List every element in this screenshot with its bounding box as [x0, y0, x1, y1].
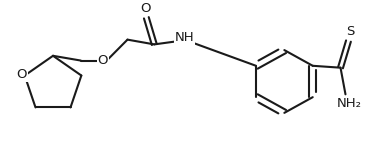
Text: S: S	[346, 25, 354, 38]
Text: NH₂: NH₂	[337, 97, 362, 110]
Text: O: O	[140, 2, 151, 15]
Text: O: O	[98, 54, 108, 67]
Text: NH: NH	[174, 31, 194, 44]
Text: O: O	[17, 68, 27, 81]
